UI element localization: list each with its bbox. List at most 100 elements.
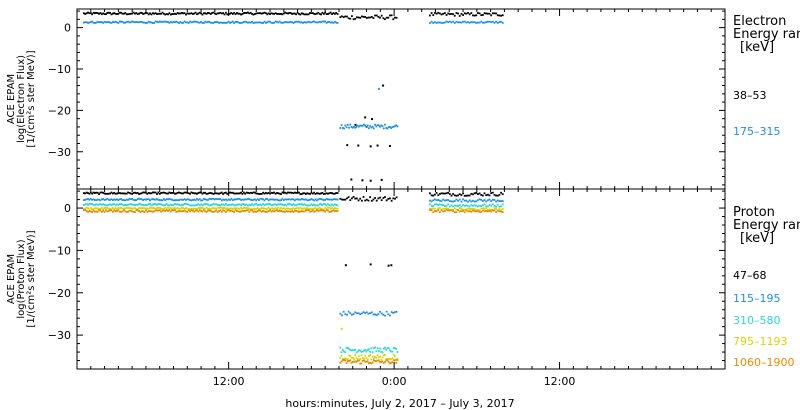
- proton-data-point: [96, 203, 99, 206]
- proton-data-point: [429, 207, 431, 210]
- electron-data-point: [171, 13, 174, 15]
- electron-data-point: [154, 12, 157, 15]
- proton-data-point: [320, 203, 322, 206]
- electron-data-point: [281, 13, 284, 16]
- proton-data-point: [348, 360, 350, 363]
- proton-data-point: [248, 203, 251, 206]
- proton-data-point: [134, 191, 136, 194]
- electron-data-point: [110, 13, 113, 16]
- proton-data-point: [236, 192, 238, 195]
- proton-data-point: [287, 203, 289, 205]
- proton-data-point: [462, 210, 464, 212]
- proton-data-point: [176, 203, 179, 206]
- proton-data-point: [495, 211, 498, 213]
- electron-data-point: [500, 14, 502, 17]
- proton-data-point: [165, 198, 168, 201]
- proton-data-point: [493, 199, 496, 201]
- electron-data-point: [437, 11, 440, 14]
- proton-data-point: [251, 209, 253, 212]
- electron-data-point: [345, 126, 348, 129]
- electron-data-point: [442, 21, 445, 24]
- proton-data-point: [256, 198, 259, 201]
- proton-data-point: [327, 192, 329, 195]
- proton-data-point: [139, 203, 142, 206]
- proton-data-point: [258, 199, 260, 201]
- proton-data-point: [457, 205, 459, 207]
- proton-data-point: [139, 198, 142, 200]
- electron-data-point: [350, 126, 353, 128]
- electron-data-point: [222, 12, 225, 15]
- proton-data-point: [262, 210, 265, 212]
- proton-data-point: [285, 198, 288, 201]
- proton-data-point: [344, 313, 347, 316]
- proton-data-point: [472, 207, 474, 210]
- electron-data-point: [110, 21, 113, 24]
- proton-data-point: [142, 207, 145, 210]
- proton-data-point: [496, 199, 499, 202]
- electron-data-point: [225, 21, 227, 24]
- proton-data-point: [296, 206, 299, 209]
- electron-data-point: [335, 11, 338, 14]
- proton-data-point: [142, 199, 145, 201]
- proton-data-point: [266, 207, 269, 210]
- proton-legend-entry-310-580: 310–580: [733, 314, 781, 327]
- electron-data-point: [375, 125, 378, 128]
- proton-data-point: [238, 203, 241, 206]
- proton-data-point: [500, 200, 502, 203]
- proton-data-point: [96, 207, 99, 210]
- proton-data-point: [271, 209, 274, 212]
- electron-data-point: [313, 12, 316, 15]
- proton-data-point: [255, 192, 258, 195]
- proton-data-point: [354, 348, 357, 351]
- proton-data-point: [386, 347, 389, 349]
- proton-data-point: [196, 203, 198, 206]
- electron-data-point: [117, 12, 120, 15]
- proton-data-point: [280, 199, 282, 201]
- proton-data-point: [329, 207, 332, 210]
- proton-data-point: [109, 203, 111, 206]
- electron-data-point: [430, 12, 433, 14]
- electron-data-point: [293, 12, 296, 15]
- electron-data-point: [138, 21, 140, 24]
- proton-data-point: [463, 199, 466, 202]
- proton-data-point: [202, 203, 205, 206]
- proton-data-point: [264, 203, 267, 206]
- proton-data-point: [114, 198, 117, 201]
- proton-data-point: [207, 209, 209, 212]
- proton-data-point: [216, 211, 219, 213]
- proton-data-point: [262, 191, 265, 194]
- electron-data-point: [450, 13, 453, 15]
- electron-data-point: [140, 11, 143, 14]
- proton-data-point: [200, 207, 202, 209]
- electron-data-point: [145, 22, 147, 24]
- electron-data-point: [208, 21, 211, 23]
- proton-data-point: [109, 192, 111, 195]
- proton-data-point: [287, 191, 289, 194]
- proton-data-point: [486, 199, 489, 202]
- electron-data-point: [143, 21, 146, 24]
- proton-data-point: [289, 211, 292, 213]
- electron-data-point: [354, 126, 357, 129]
- proton-data-point: [204, 207, 207, 210]
- electron-data-point: [167, 21, 169, 23]
- proton-data-point: [438, 199, 441, 202]
- proton-data-point: [252, 198, 255, 201]
- proton-data-point: [329, 210, 332, 213]
- proton-data-point: [339, 346, 342, 349]
- proton-data-point: [277, 210, 280, 213]
- proton-data-point: [339, 361, 342, 364]
- proton-data-point: [116, 192, 118, 195]
- electron-data-point: [189, 20, 191, 23]
- proton-data-point: [85, 206, 88, 209]
- proton-data-point: [247, 197, 249, 200]
- electron-data-point: [147, 20, 150, 23]
- electron-data-point: [302, 21, 305, 24]
- proton-data-point: [168, 209, 171, 212]
- electron-data-point: [99, 21, 102, 23]
- proton-data-point: [450, 200, 453, 203]
- proton-data-point: [310, 208, 313, 210]
- proton-data-point: [496, 194, 499, 197]
- proton-data-point: [485, 207, 488, 210]
- proton-data-point: [364, 354, 367, 357]
- proton-data-point: [488, 198, 491, 201]
